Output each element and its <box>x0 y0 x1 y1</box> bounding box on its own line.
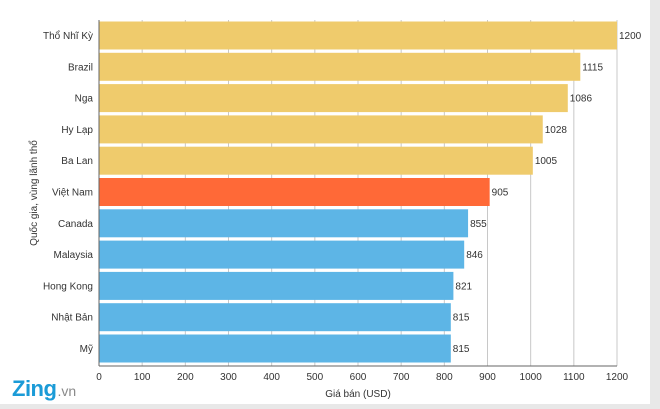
page-edge-right <box>650 0 660 409</box>
bar <box>99 178 490 206</box>
bars <box>99 21 617 363</box>
page-edge-bottom <box>0 404 660 409</box>
bar <box>99 271 454 300</box>
zing-logo: Zing .vn <box>12 376 76 402</box>
bar <box>99 84 568 113</box>
value-label: 905 <box>492 188 509 199</box>
category-label: Việt Nam <box>52 188 93 199</box>
x-tick-label: 1000 <box>520 372 543 383</box>
x-tick-label: 300 <box>220 372 237 383</box>
bar <box>99 21 617 50</box>
value-label: 821 <box>455 281 472 292</box>
x-tick-label: 200 <box>177 372 194 383</box>
x-tick-label: 500 <box>306 372 323 383</box>
bar <box>99 334 451 363</box>
x-tick-label: 900 <box>479 372 496 383</box>
category-label: Ba Lan <box>61 156 93 167</box>
x-tick-labels: 0 100 200 300 400 500 600 700 800 900 1000 1100 1200 <box>96 372 628 383</box>
value-label: 815 <box>453 344 470 355</box>
x-tick-label: 1100 <box>563 372 585 383</box>
x-axis-title: Giá bán (USD) <box>325 389 391 400</box>
x-tick-label: 400 <box>263 372 280 383</box>
bar <box>99 52 581 81</box>
zing-logo-suffix: .vn <box>57 383 77 399</box>
category-label: Nhật Bản <box>51 313 93 324</box>
y-axis-title: Quốc gia, vùng lãnh thổ <box>28 140 40 246</box>
category-label: Nga <box>75 94 94 105</box>
category-label: Malaysia <box>54 250 94 261</box>
value-label: 815 <box>453 313 470 324</box>
bar <box>99 115 543 144</box>
x-tick-label: 100 <box>134 372 151 383</box>
value-label: 846 <box>466 250 483 261</box>
x-tick-label: 700 <box>393 372 410 383</box>
value-label: 1115 <box>582 62 603 73</box>
value-label: 855 <box>470 219 487 230</box>
category-label: Hong Kong <box>43 281 93 292</box>
x-tick-label: 800 <box>436 372 453 383</box>
category-label: Mỹ <box>80 344 93 355</box>
category-label: Thổ Nhĩ Kỳ <box>43 30 93 42</box>
bar <box>99 146 533 175</box>
value-label: 1086 <box>570 94 593 105</box>
value-label: 1005 <box>535 156 558 167</box>
x-tick-label: 600 <box>350 372 367 383</box>
category-label: Brazil <box>68 62 93 73</box>
bar <box>99 303 451 332</box>
zing-logo-main: Zing <box>12 376 57 401</box>
value-labels: 1200 1115 1086 1028 1005 905 855 846 821 815 815 <box>453 31 642 355</box>
category-labels: Thổ Nhĩ Kỳ Brazil Nga Hy Lạp Ba Lan Việt Nam C… <box>43 30 93 355</box>
bar <box>99 240 465 269</box>
category-label: Canada <box>58 219 93 230</box>
x-tick-label: 0 <box>96 372 102 383</box>
value-label: 1200 <box>619 31 642 42</box>
category-label: Hy Lạp <box>61 125 93 136</box>
value-label: 1028 <box>545 125 568 136</box>
bar <box>99 209 469 238</box>
x-tick-label: 1200 <box>606 372 629 383</box>
